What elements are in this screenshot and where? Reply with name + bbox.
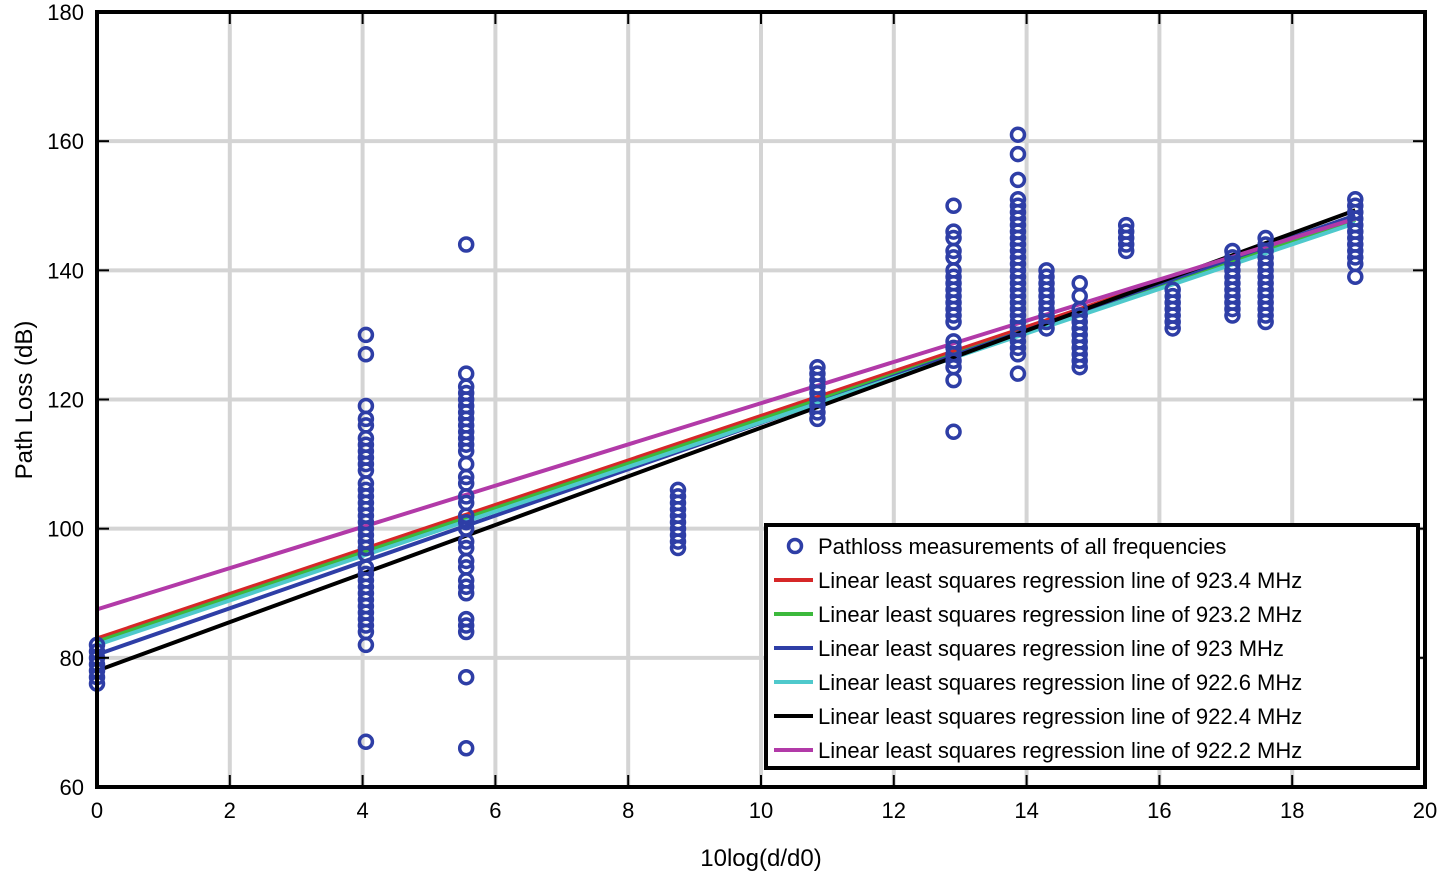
data-point — [945, 249, 962, 266]
data-point — [457, 578, 475, 596]
data-point — [1117, 216, 1135, 234]
data-point — [1038, 268, 1055, 286]
y-tick-label: 140 — [47, 258, 84, 283]
data-point — [1224, 249, 1241, 266]
x-tick-label: 4 — [356, 798, 368, 823]
y-tick-label: 160 — [47, 129, 84, 154]
data-point — [1038, 262, 1055, 279]
data-point — [457, 475, 475, 492]
legend-marker-scatter — [786, 537, 804, 555]
x-tick-label: 14 — [1014, 798, 1038, 823]
data-point — [945, 223, 962, 240]
data-point — [357, 733, 375, 751]
legend-label: Linear least squares regression line of … — [818, 602, 1302, 627]
data-point — [457, 740, 475, 757]
data-point — [1117, 223, 1135, 240]
data-point — [1009, 171, 1027, 189]
x-tick-label: 10 — [749, 798, 773, 823]
data-point — [457, 236, 475, 253]
data-point — [357, 326, 375, 344]
legend-label-scatter: Pathloss measurements of all frequencies — [818, 534, 1226, 559]
scatter-points — [88, 126, 1364, 757]
data-point — [809, 358, 826, 376]
x-tick-label: 18 — [1280, 798, 1304, 823]
data-point — [945, 229, 962, 247]
regression-lines — [96, 208, 1356, 673]
y-tick-label: 120 — [47, 388, 84, 413]
data-point — [457, 494, 475, 512]
data-point — [357, 565, 375, 583]
data-point — [945, 333, 962, 350]
y-axis-ticks: 60 80 100 120 140 160 180 — [47, 0, 1425, 800]
data-point — [457, 384, 475, 402]
y-tick-label: 60 — [60, 775, 84, 800]
data-point — [357, 397, 375, 415]
y-tick-label: 80 — [60, 646, 84, 671]
data-point — [809, 365, 826, 382]
data-point — [1071, 307, 1088, 324]
data-point — [945, 197, 962, 214]
data-point — [1257, 229, 1274, 247]
data-point — [457, 668, 475, 686]
legend-label: Linear least squares regression line of … — [818, 568, 1302, 593]
regression-line — [96, 221, 1356, 647]
legend-box — [764, 523, 1420, 770]
x-tick-label: 2 — [224, 798, 236, 823]
x-tick-label: 12 — [882, 798, 906, 823]
data-point — [945, 268, 962, 286]
x-tick-label: 0 — [91, 798, 103, 823]
legend-label: Linear least squares regression line of … — [818, 704, 1302, 729]
legend-label: Linear least squares regression line of … — [818, 636, 1284, 661]
regression-line — [96, 216, 1356, 612]
data-point — [457, 610, 475, 628]
data-point — [357, 436, 375, 453]
data-point — [1071, 275, 1088, 292]
data-point — [669, 488, 687, 505]
data-point — [357, 481, 375, 499]
data-point — [945, 339, 962, 357]
data-point — [1224, 242, 1241, 260]
data-point — [1347, 197, 1364, 214]
data-point — [1009, 191, 1027, 208]
data-point — [357, 417, 375, 434]
data-point — [357, 346, 375, 363]
x-axis-ticks: 0 2 4 6 8 10 12 14 16 18 20 — [91, 12, 1437, 823]
legend-label: Linear least squares regression line of … — [818, 670, 1302, 695]
x-tick-label: 16 — [1147, 798, 1171, 823]
x-tick-label: 8 — [622, 798, 634, 823]
legend-series: Linear least squares regression line of … — [774, 568, 1302, 763]
data-point — [669, 481, 687, 499]
data-point — [1164, 287, 1181, 305]
data-point — [457, 617, 475, 634]
data-point — [457, 513, 475, 531]
x-tick-label: 6 — [489, 798, 501, 823]
legend-label: Linear least squares regression line of … — [818, 738, 1302, 763]
regression-line — [96, 208, 1356, 673]
data-point — [1009, 126, 1027, 143]
data-point — [1009, 145, 1027, 163]
data-point — [457, 559, 475, 576]
data-point — [457, 365, 475, 382]
data-point — [1009, 197, 1027, 214]
data-point — [1009, 365, 1027, 382]
y-axis-title: Path Loss (dB) — [11, 321, 38, 480]
data-point — [1257, 236, 1274, 253]
x-tick-label: 20 — [1413, 798, 1437, 823]
x-axis-title: 10log(d/d0) — [700, 845, 821, 872]
data-point — [945, 423, 962, 441]
data-point — [457, 539, 475, 557]
y-tick-label: 180 — [47, 0, 84, 25]
data-point — [1347, 191, 1364, 208]
legend: Pathloss measurements of all frequencies… — [764, 523, 1420, 770]
data-point — [1164, 281, 1181, 298]
y-tick-label: 100 — [47, 517, 84, 542]
